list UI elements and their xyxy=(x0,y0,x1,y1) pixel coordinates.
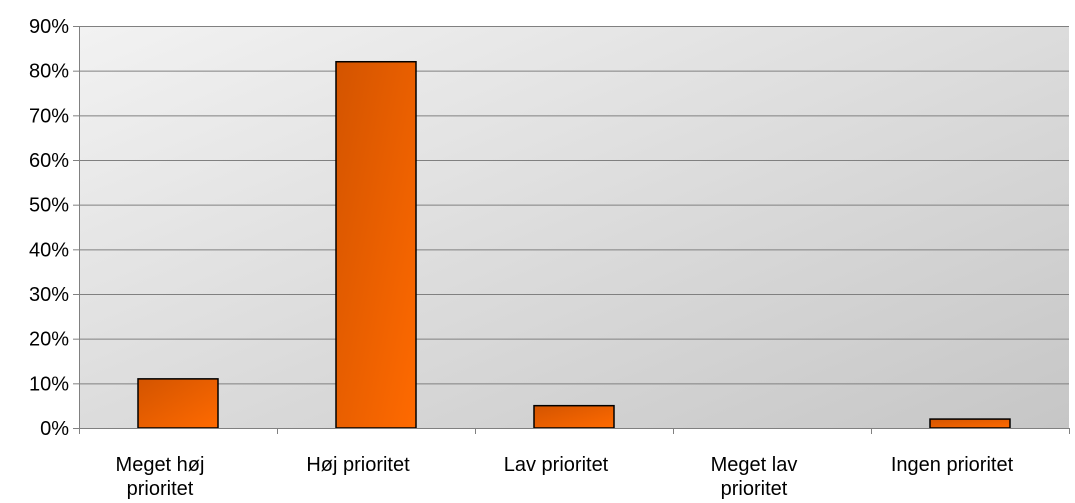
y-tick-label: 20% xyxy=(29,329,69,351)
y-tick-label: 30% xyxy=(29,284,69,306)
axes xyxy=(73,26,1070,434)
y-tick-label: 10% xyxy=(29,373,69,395)
y-tick-label: 60% xyxy=(29,150,69,172)
y-tick-label: 50% xyxy=(29,195,69,217)
x-category-label: Meget høj prioritet xyxy=(116,454,205,500)
x-category-label: Meget lav prioritet xyxy=(711,454,798,500)
x-category-label: Ingen prioritet xyxy=(891,454,1014,476)
bar xyxy=(137,378,219,429)
x-category-labels: Meget høj prioritet Høj prioritet Lav prior… xyxy=(116,454,1014,500)
bar xyxy=(929,418,1011,429)
y-tick-label: 90% xyxy=(29,16,69,38)
y-tick-label: 70% xyxy=(29,105,69,127)
bar xyxy=(533,404,615,429)
gridlines xyxy=(79,26,1069,385)
y-tick-label: 0% xyxy=(40,418,69,440)
y-tick-labels: 0% 10% 20% 30% 40% 50% 60% 70% 80% 90% xyxy=(29,16,69,440)
plot-area xyxy=(79,26,1069,428)
y-tick-label: 40% xyxy=(29,239,69,261)
bar xyxy=(335,60,417,429)
x-category-label: Høj prioritet xyxy=(306,454,410,476)
y-tick-label: 80% xyxy=(29,61,69,83)
x-category-label: Lav prioritet xyxy=(504,454,609,476)
